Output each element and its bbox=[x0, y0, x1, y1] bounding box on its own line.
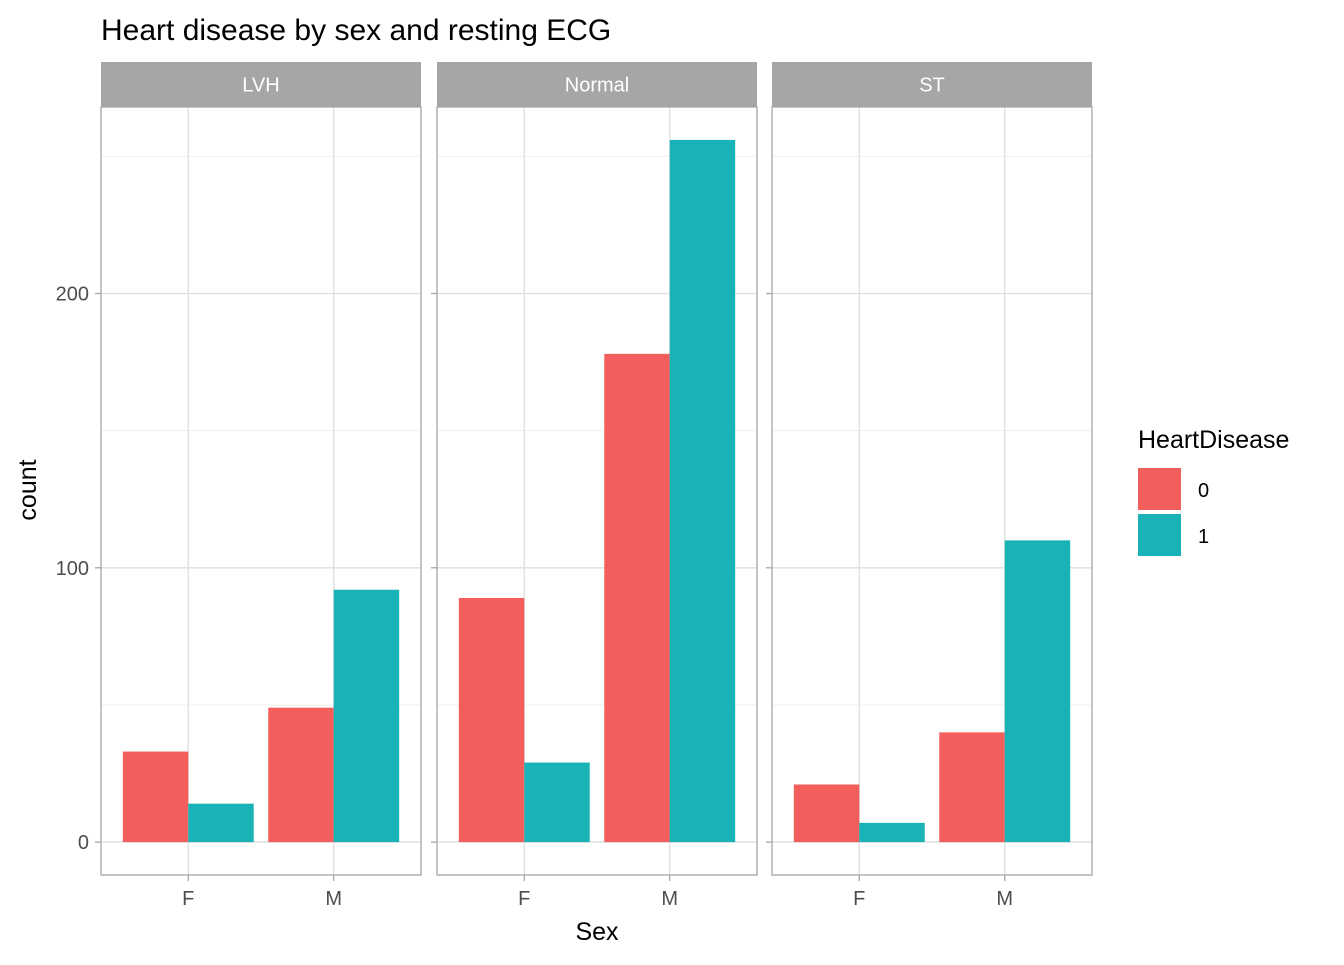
x-tick-label: F bbox=[853, 888, 865, 910]
bar-normal-f-series-1 bbox=[524, 762, 590, 843]
bar-lvh-f-series-0 bbox=[122, 751, 189, 843]
panel-border bbox=[771, 106, 1093, 876]
legend-key-1 bbox=[1138, 514, 1181, 556]
panel-border bbox=[100, 106, 422, 876]
facet-strip-label: Normal bbox=[565, 75, 629, 97]
x-tick-label: F bbox=[182, 888, 194, 910]
legend-title: HeartDisease bbox=[1138, 426, 1289, 454]
facet-strip bbox=[437, 62, 757, 107]
y-tick-label: 200 bbox=[56, 284, 89, 306]
bar-st-f-series-0 bbox=[793, 784, 860, 843]
legend-entries: 01 bbox=[1138, 468, 1209, 556]
y-tick-label: 0 bbox=[78, 832, 89, 854]
bar-normal-m-series-0 bbox=[604, 353, 670, 843]
legend-label-0: 0 bbox=[1198, 480, 1209, 502]
panel-border bbox=[436, 106, 758, 876]
y-axis-title: count bbox=[14, 459, 42, 520]
facet-panel-lvh: LVH 0 100 200 F M bbox=[56, 62, 422, 910]
x-tick-label: F bbox=[518, 888, 530, 910]
facet-panels: LVH 0 100 200 F M Normal F M ST F M bbox=[56, 62, 1093, 910]
bar-st-m-series-1 bbox=[1004, 540, 1071, 843]
legend: HeartDisease 01 bbox=[1138, 426, 1289, 556]
legend-key-0 bbox=[1138, 468, 1181, 510]
bar-st-f-series-1 bbox=[859, 822, 925, 843]
facet-strip-label: LVH bbox=[242, 75, 279, 97]
x-tick-label: M bbox=[661, 888, 678, 910]
y-tick-label: 100 bbox=[56, 558, 89, 580]
facet-panel-normal: Normal F M bbox=[431, 62, 758, 910]
bar-lvh-m-series-0 bbox=[268, 707, 334, 843]
facet-strip-label: ST bbox=[919, 75, 945, 97]
x-tick-label: M bbox=[996, 888, 1013, 910]
x-axis-title: Sex bbox=[575, 918, 619, 946]
chart-title: Heart disease by sex and resting ECG bbox=[101, 14, 611, 47]
facet-strip bbox=[772, 62, 1092, 107]
legend-label-1: 1 bbox=[1198, 526, 1209, 548]
facet-strip bbox=[101, 62, 421, 107]
facet-panel-st: ST F M bbox=[766, 62, 1093, 910]
bar-normal-m-series-1 bbox=[669, 139, 736, 843]
bar-st-m-series-0 bbox=[939, 732, 1005, 843]
x-tick-label: M bbox=[325, 888, 342, 910]
bar-lvh-f-series-1 bbox=[188, 803, 254, 843]
bar-normal-f-series-0 bbox=[458, 597, 525, 843]
bar-lvh-m-series-1 bbox=[333, 589, 400, 843]
